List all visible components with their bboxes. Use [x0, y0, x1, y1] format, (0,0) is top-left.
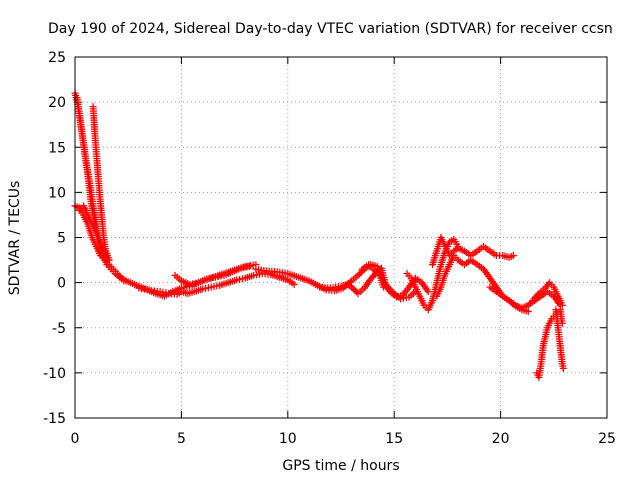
x-tick-labels: 0 5 10 15 20 25: [71, 431, 616, 447]
series-sat-P: [529, 279, 566, 309]
series-sat-R: [552, 306, 567, 372]
data-point: [380, 283, 388, 291]
data-point: [558, 301, 566, 309]
plot-frame: [74, 56, 608, 419]
y-tick-label: 0: [57, 276, 66, 292]
x-tick-label: 5: [177, 431, 186, 447]
x-tick-label: 0: [71, 431, 80, 447]
x-axis-label: GPS time / hours: [282, 458, 399, 474]
series-sat-E: [75, 202, 113, 264]
y-tick-labels: 25 20 15 10 5 0 -5 -10 -15: [43, 50, 66, 427]
series-sat-K: [358, 261, 388, 291]
y-tick-label: -15: [43, 411, 66, 427]
x-tick-label: 25: [598, 431, 616, 447]
data-markers: [71, 89, 567, 381]
x-tick-label: 20: [492, 431, 510, 447]
x-tick-label: 15: [385, 431, 403, 447]
series-sat-I: [252, 261, 432, 301]
data-point: [245, 262, 253, 270]
y-tick-label: -10: [43, 366, 66, 382]
y-tick-label: 15: [48, 140, 66, 156]
data-point: [290, 280, 298, 288]
data-point: [348, 283, 356, 291]
y-tick-label: 10: [48, 185, 66, 201]
data-point: [351, 286, 359, 294]
data-point: [559, 364, 567, 372]
series-sat-O: [486, 283, 532, 316]
x-tick-label: 10: [279, 431, 297, 447]
data-point: [524, 308, 532, 316]
data-point: [354, 271, 362, 279]
data-point: [357, 268, 365, 276]
y-tick-label: -5: [52, 321, 66, 337]
data-point: [424, 288, 432, 296]
y-tick-label: 5: [57, 231, 66, 247]
chart-title: Day 190 of 2024, Sidereal Day-to-day VTE…: [48, 21, 613, 37]
series-sat-J: [316, 264, 419, 303]
y-axis-label: SDTVAR / TECUs: [7, 181, 23, 296]
series-sat-B: [73, 94, 107, 255]
data-point: [105, 256, 113, 264]
series-sat-N: [433, 252, 564, 312]
data-point: [349, 285, 357, 293]
series-sat-L: [403, 235, 462, 314]
series-sat-C: [89, 103, 113, 264]
data-point: [509, 252, 517, 260]
y-tick-label: 25: [48, 50, 66, 66]
series-sat-F: [114, 270, 298, 298]
series-sat-H: [171, 262, 253, 288]
data-point: [356, 270, 364, 278]
grid-lines: [75, 57, 607, 418]
y-tick-label: 20: [48, 95, 66, 111]
